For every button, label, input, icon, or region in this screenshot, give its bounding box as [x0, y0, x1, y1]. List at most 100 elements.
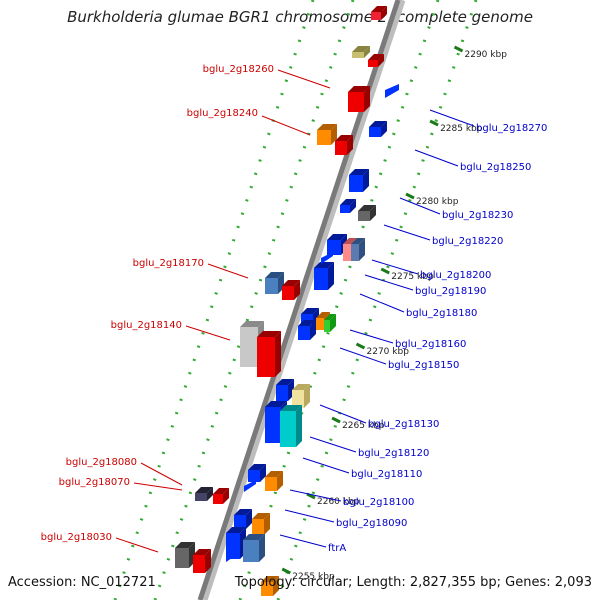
dotted-tracks — [113, 0, 478, 600]
gene-label-reverse-line — [371, 259, 419, 275]
gene-block — [234, 509, 252, 529]
gene-label-reverse-line — [302, 457, 350, 474]
gene-block — [265, 272, 284, 294]
gene-label-reverse-line — [339, 347, 387, 365]
tick-mark — [429, 119, 439, 127]
gene-block — [317, 124, 337, 145]
gene-block — [265, 471, 283, 491]
tick-mark — [453, 45, 464, 53]
dotted-track-line — [276, 0, 478, 600]
gene-label-reverse: bglu_2g18090 — [336, 518, 407, 529]
gene-label-forward: bglu_2g18240 — [187, 108, 258, 119]
gene-label-reverse: bglu_2g18100 — [343, 497, 414, 508]
tick-mark — [380, 267, 390, 275]
gene-arrow — [321, 252, 333, 264]
gene-block — [252, 513, 270, 535]
gene-block — [352, 46, 370, 58]
gene-label-reverse: bglu_2g18180 — [406, 308, 477, 319]
gene-arrow — [385, 84, 399, 98]
gene-block — [349, 169, 369, 192]
gene-label-forward-line — [207, 263, 249, 279]
gene-block — [335, 135, 353, 155]
tick-label: 2265 kbp — [342, 421, 385, 431]
gene-label-forward-line — [133, 482, 183, 491]
gene-label-reverse-line — [414, 149, 459, 167]
gene-label-forward-line — [185, 325, 231, 341]
gene-block — [276, 379, 294, 401]
gene-block — [213, 488, 229, 504]
gene-label-reverse: bglu_2g18130 — [368, 419, 439, 430]
gene-label-reverse-line — [319, 404, 367, 424]
gene-block — [282, 280, 300, 300]
gene-label-forward-line — [140, 462, 183, 486]
gene-label-reverse-line — [359, 293, 405, 313]
gene-block — [298, 320, 316, 340]
gene-label-reverse-line — [279, 534, 327, 548]
gene-label-reverse: bglu_2g18270 — [476, 123, 547, 134]
gene-label-reverse: bglu_2g18200 — [420, 270, 491, 281]
gene-block — [243, 534, 265, 562]
gene-label-reverse-line — [309, 436, 357, 453]
tick-mark — [355, 342, 366, 350]
gene-label-forward: bglu_2g18070 — [59, 477, 130, 488]
gene-block — [257, 331, 281, 377]
tick-mark — [405, 192, 415, 200]
gene-label-reverse: bglu_2g18220 — [432, 236, 503, 247]
dotted-track-line — [238, 0, 440, 600]
gene-label-forward-line — [277, 69, 331, 89]
gene-block — [193, 549, 211, 573]
gene-label-reverse: bglu_2g18190 — [415, 286, 486, 297]
gene-block — [261, 576, 279, 596]
tick-label: 2290 kbp — [465, 50, 508, 60]
gene-arrow — [226, 550, 238, 562]
gene-block — [195, 487, 213, 501]
gene-arrow — [244, 480, 256, 492]
tick-label: 2275 kbp — [391, 272, 434, 282]
gene-label-reverse-line — [429, 109, 475, 127]
gene-block — [314, 262, 334, 290]
gene-callouts: bglu_2g18260bglu_2g18240bglu_2g18170bglu… — [41, 64, 548, 554]
gene-label-forward: bglu_2g18080 — [66, 457, 137, 468]
chromosome-backbone — [197, 0, 406, 600]
gene-block — [371, 6, 387, 20]
gene-label-forward: bglu_2g18170 — [133, 258, 204, 269]
gene-label-reverse-line — [364, 274, 414, 291]
gene-block — [340, 199, 356, 213]
gene-block — [327, 234, 347, 255]
tick-mark — [306, 492, 316, 500]
dotted-track-line — [153, 0, 355, 600]
gene-label-reverse: ftrA — [328, 543, 346, 554]
gene-label-forward: bglu_2g18030 — [41, 532, 112, 543]
gene-label-reverse-line — [349, 329, 394, 344]
position-ticks: 2290 kbp 2285 kbp 2280 kbp 2275 kbp 2270 kbp… — [281, 45, 508, 582]
gene-label-reverse-line — [399, 197, 441, 215]
gene-label-reverse: bglu_2g18230 — [442, 210, 513, 221]
gene-label-forward: bglu_2g18140 — [111, 320, 182, 331]
tick-label: 2260 kbp — [317, 497, 360, 507]
gene-label-reverse: bglu_2g18250 — [460, 162, 531, 173]
gene-block — [368, 54, 384, 67]
gene-label-reverse-line — [284, 509, 335, 523]
gene-label-reverse-line — [289, 489, 342, 502]
gene-label-forward-line — [115, 537, 159, 553]
backbone-shadow — [200, 0, 406, 600]
topology-label: Topology: circular; Length: 2,827,355 bp… — [234, 575, 592, 590]
accession-label: Accession: NC_012721 — [8, 575, 156, 590]
gene-label-forward: bglu_2g18260 — [203, 64, 274, 75]
gene-block — [175, 542, 195, 568]
tick-mark — [281, 567, 291, 575]
tick-mark — [331, 416, 341, 424]
gene-block — [324, 314, 336, 332]
tick-label: 2280 kbp — [416, 197, 459, 207]
gene-block — [348, 86, 370, 112]
tick-label: 2285 kbp — [440, 124, 483, 134]
tick-label: 2270 kbp — [367, 347, 410, 357]
gene-label-reverse: bglu_2g18110 — [351, 469, 422, 480]
gene-label-reverse: bglu_2g18150 — [388, 360, 459, 371]
tick-label: 2255 kbp — [292, 572, 335, 582]
gene-block — [351, 238, 365, 261]
gene-label-reverse: bglu_2g18120 — [358, 448, 429, 459]
gene-label-reverse: bglu_2g18160 — [395, 339, 466, 350]
